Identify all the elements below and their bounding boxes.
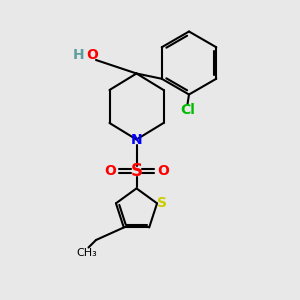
Text: O: O bbox=[157, 164, 169, 178]
Text: Cl: Cl bbox=[180, 103, 195, 117]
Text: CH₃: CH₃ bbox=[76, 248, 97, 258]
Text: H: H bbox=[73, 48, 85, 62]
Text: N: N bbox=[131, 133, 142, 146]
Text: O: O bbox=[104, 164, 116, 178]
Text: S: S bbox=[158, 196, 167, 210]
Text: O: O bbox=[86, 48, 98, 62]
Text: S: S bbox=[130, 162, 142, 180]
